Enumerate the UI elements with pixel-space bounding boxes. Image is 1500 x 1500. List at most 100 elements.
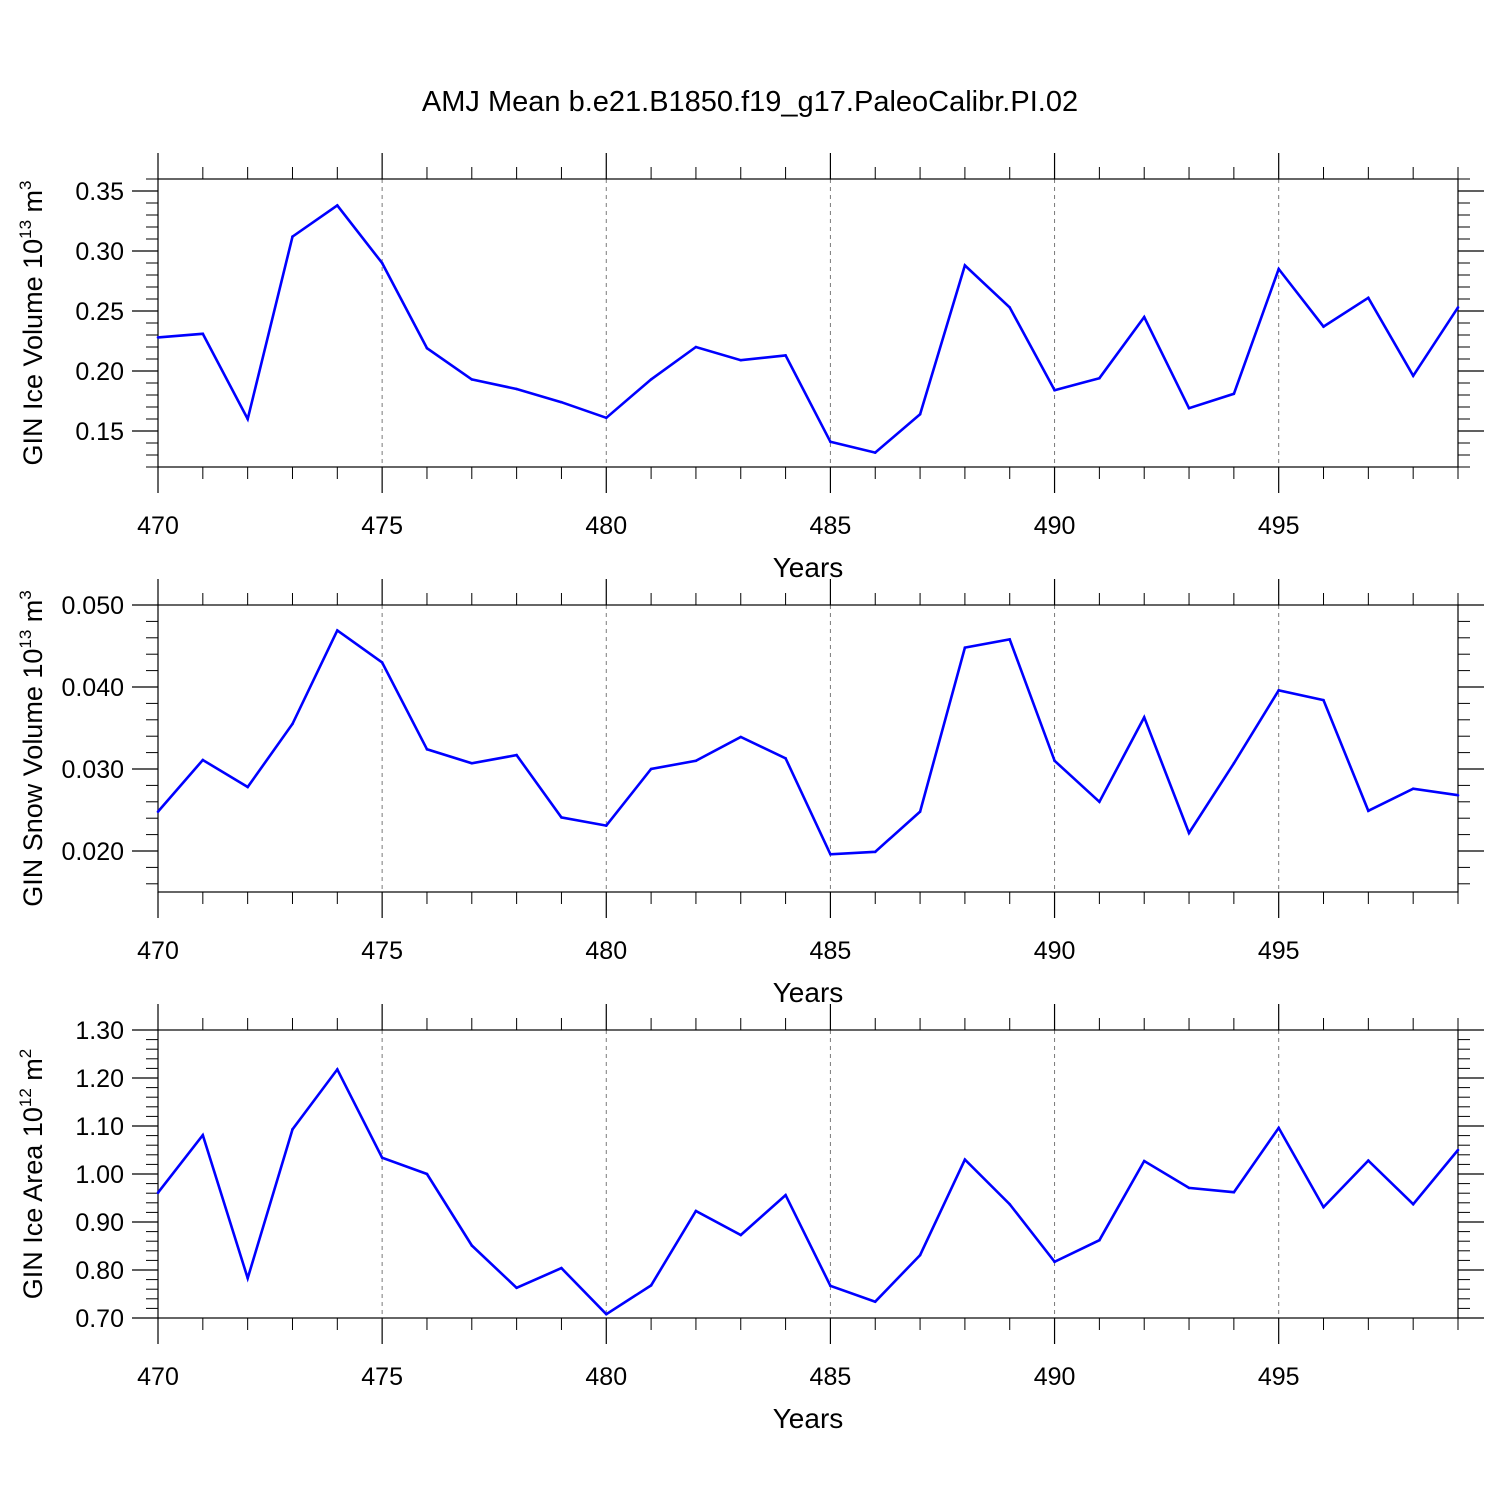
data-point	[1187, 1186, 1191, 1190]
y-axis-label-part: m	[18, 600, 48, 630]
x-tick-label: 490	[1034, 1363, 1076, 1391]
data-point	[963, 646, 967, 649]
plot-frame	[157, 604, 1459, 893]
y-tick-label: 1.20	[75, 1065, 124, 1093]
data-point	[1456, 306, 1460, 309]
data-point	[1008, 638, 1012, 641]
y-tick-label: 0.35	[75, 178, 124, 206]
y-tick-label: 0.80	[75, 1257, 124, 1285]
x-tick-label: 480	[585, 512, 627, 540]
data-point	[873, 451, 877, 454]
data-point	[694, 759, 698, 763]
x-tick-label: 490	[1034, 512, 1076, 540]
data-point	[1008, 306, 1012, 309]
data-point	[1098, 800, 1101, 804]
data-point	[784, 757, 787, 760]
data-point	[1232, 392, 1236, 396]
y-tick-label: 0.90	[75, 1209, 124, 1237]
data-point	[604, 824, 608, 827]
snow-volume-panel: 470 475 480 485 490 495 Years 0.020 0.030 0.040 0.…	[16, 579, 1484, 1008]
data-point	[1456, 1148, 1460, 1152]
data-point	[380, 661, 384, 664]
data-point	[425, 346, 429, 350]
data-point	[515, 1286, 518, 1290]
data-point	[784, 1193, 787, 1197]
y-axis-label: GIN Ice Volume 1013 m3	[16, 180, 48, 465]
data-point	[560, 1266, 563, 1270]
data-point	[739, 735, 743, 739]
data-point	[1411, 1202, 1415, 1206]
data-point	[1053, 1260, 1056, 1264]
y-axis-label-part: GIN Snow Volume 10	[18, 649, 48, 907]
data-point	[1411, 787, 1415, 790]
data-point	[1277, 688, 1280, 692]
y-axis-label-part: m	[18, 190, 48, 220]
x-tick-label: 485	[810, 937, 852, 965]
plot-frame	[157, 178, 1459, 468]
data-point	[1232, 761, 1236, 765]
x-tick-label: 495	[1258, 1363, 1300, 1391]
y-axis-label-part: 3	[16, 590, 35, 599]
y-tick-label: 0.020	[61, 838, 124, 866]
data-point	[1367, 809, 1370, 813]
y-axis-label-part: GIN Ice Volume 10	[18, 239, 48, 466]
data-point	[1142, 716, 1146, 719]
plot-frame	[157, 1029, 1459, 1319]
x-tick-label: 490	[1034, 937, 1076, 965]
x-tick-label: 485	[810, 1363, 852, 1391]
data-point	[739, 1233, 743, 1237]
y-axis-label-part: 12	[16, 1088, 35, 1107]
data-point	[1322, 698, 1325, 702]
y-axis-label-part: GIN Ice Area 10	[18, 1107, 48, 1299]
x-tick-label: 470	[137, 1363, 179, 1391]
x-tick-label: 475	[361, 937, 403, 965]
data-point	[694, 345, 698, 349]
ice-volume-panel: 470 475 480 485 490 495 Years 0.15 0.20 0.25 0.30 0…	[16, 153, 1484, 583]
x-tick-label: 485	[810, 512, 852, 540]
data-point	[1322, 325, 1325, 328]
data-point	[873, 850, 877, 854]
data-point	[1053, 759, 1056, 763]
y-tick-label: 0.040	[61, 674, 124, 702]
data-point	[380, 1156, 384, 1159]
data-point	[246, 785, 249, 789]
data-point	[873, 1300, 877, 1303]
data-point	[1008, 1202, 1012, 1206]
data-point	[470, 378, 474, 381]
data-point	[1277, 1126, 1280, 1130]
data-point	[1367, 296, 1370, 300]
x-tick-label: 475	[361, 512, 403, 540]
x-tick-label: 470	[137, 512, 179, 540]
data-point	[201, 1133, 205, 1137]
y-axis-label-part: 13	[16, 220, 35, 239]
data-point	[918, 810, 922, 813]
x-tick-label: 495	[1258, 937, 1300, 965]
x-tick-label: 480	[585, 937, 627, 965]
y-tick-label: 1.30	[75, 1017, 124, 1045]
y-tick-label: 0.70	[75, 1305, 124, 1333]
y-tick-label: 0.30	[75, 238, 124, 266]
data-point	[963, 1158, 967, 1161]
data-point	[1232, 1190, 1236, 1194]
x-axis-label: Years	[773, 1403, 844, 1434]
x-tick-label: 475	[361, 1363, 403, 1391]
data-point	[1367, 1159, 1370, 1162]
data-point	[470, 1244, 474, 1247]
data-point	[1098, 1238, 1101, 1242]
y-axis-label-part: 13	[16, 630, 35, 649]
data-point	[1456, 793, 1460, 797]
data-point	[694, 1209, 698, 1213]
y-tick-label: 0.20	[75, 358, 124, 386]
y-tick-label: 0.25	[75, 298, 124, 326]
data-point	[291, 235, 294, 238]
x-tick-label: 470	[137, 937, 179, 965]
data-point	[201, 332, 205, 336]
data-point	[604, 416, 608, 420]
data-point	[649, 1284, 653, 1287]
data-point	[1142, 1159, 1146, 1163]
data-point	[246, 417, 249, 421]
x-tick-label: 495	[1258, 512, 1300, 540]
series-line	[157, 628, 1459, 856]
data-point	[336, 1068, 339, 1071]
data-point	[829, 440, 832, 444]
